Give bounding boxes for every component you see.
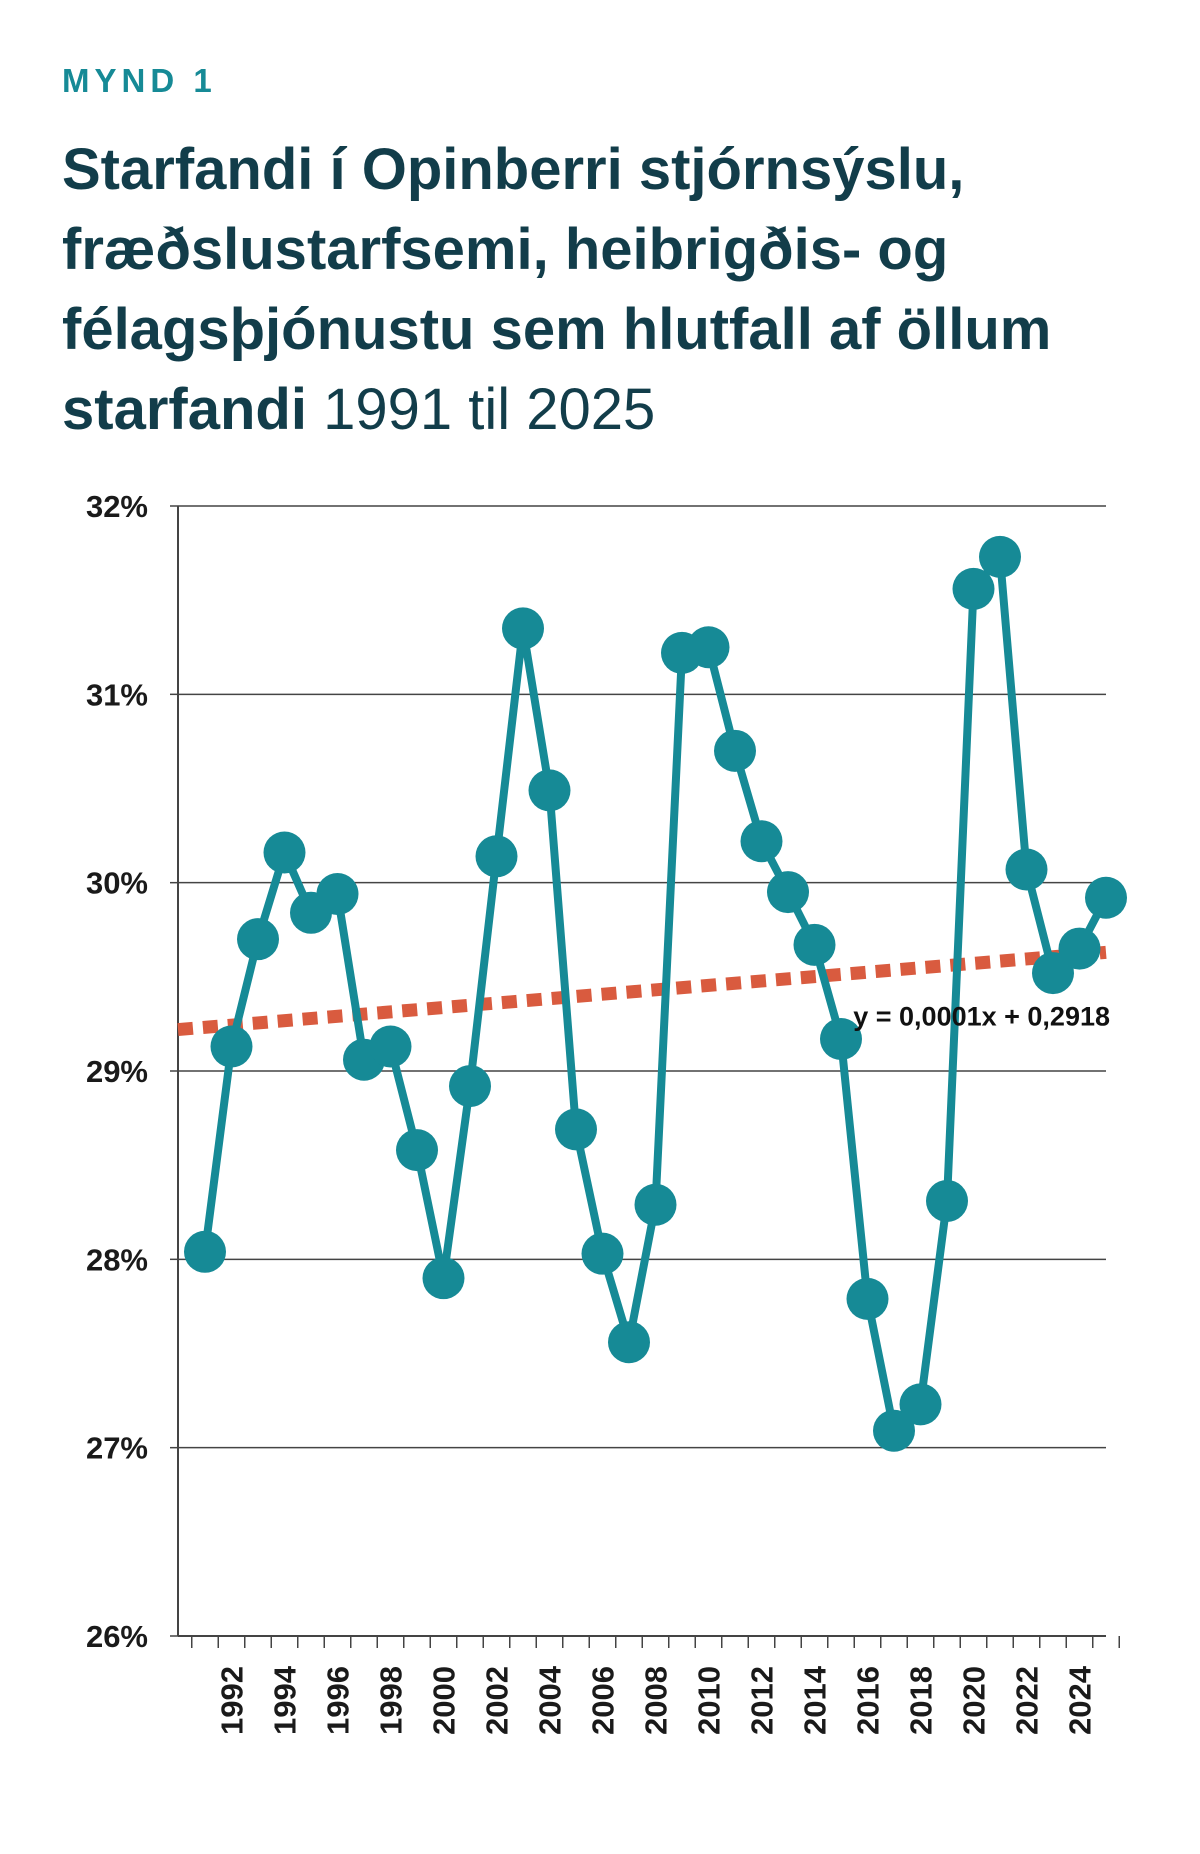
data-point xyxy=(422,1257,465,1300)
x-tick-label: 2004 xyxy=(533,1665,568,1735)
data-point xyxy=(1058,927,1101,970)
data-point xyxy=(687,626,730,669)
x-tick-label: 2024 xyxy=(1063,1665,1098,1735)
data-point xyxy=(369,1025,412,1068)
data-point xyxy=(740,820,783,863)
data-point xyxy=(846,1277,889,1320)
data-point xyxy=(926,1179,968,1222)
y-tick-label: 26% xyxy=(86,1619,148,1654)
series xyxy=(184,535,1127,1452)
data-point xyxy=(237,918,279,961)
data-point xyxy=(555,1108,597,1151)
x-axis: 1992 1994 1996 1998 2000 2002 2004 2006 2008 2010… xyxy=(178,1635,1120,1735)
y-tick-label: 32% xyxy=(86,489,148,524)
y-axis-ticks: 26% 27% 28% 29% 30% 31% 32% xyxy=(86,489,148,1654)
data-point xyxy=(581,1232,624,1275)
trendline-path xyxy=(177,945,1107,1037)
x-tick-label: 2016 xyxy=(851,1666,886,1735)
y-tick-label: 28% xyxy=(86,1242,148,1277)
y-tick-label: 30% xyxy=(86,866,148,901)
x-tick-label: 1998 xyxy=(374,1666,409,1735)
chart-title: Starfandi í Opinberri stjórnsýslu, fræðs… xyxy=(62,130,1162,450)
chart-title-main: Starfandi í Opinberri stjórnsýslu, fræðs… xyxy=(62,137,1052,442)
chart-title-period: 1991 til 2025 xyxy=(323,377,656,442)
data-point xyxy=(979,535,1021,578)
data-point xyxy=(952,567,995,610)
data-point xyxy=(873,1409,915,1452)
figure-kicker: MYND 1 xyxy=(62,62,217,99)
data-point xyxy=(1085,876,1127,919)
x-tick-label: 2018 xyxy=(904,1666,939,1735)
data-point xyxy=(475,835,518,878)
x-tick-label: 2008 xyxy=(639,1666,674,1735)
x-tick-label: 2010 xyxy=(692,1666,727,1735)
x-tick-label: 2020 xyxy=(957,1666,992,1735)
x-tick-label: 1992 xyxy=(215,1666,250,1735)
data-point xyxy=(714,729,756,772)
y-tick-label: 29% xyxy=(86,1054,148,1089)
data-point xyxy=(316,872,359,915)
x-tick-label: 2014 xyxy=(798,1665,833,1735)
data-point xyxy=(263,831,306,874)
trendline-equation: y = 0,0001x + 0,2918 xyxy=(853,1001,1110,1031)
data-point xyxy=(184,1230,226,1273)
x-tick-label: 1994 xyxy=(268,1665,303,1735)
data-point xyxy=(396,1129,438,1172)
data-point xyxy=(502,607,544,650)
data-point xyxy=(528,769,571,812)
x-tick-label: 2006 xyxy=(586,1666,621,1735)
x-tick-label: 2022 xyxy=(1010,1666,1045,1735)
data-point xyxy=(820,1017,862,1060)
x-tick-label: 2000 xyxy=(427,1666,462,1735)
y-tick-label: 31% xyxy=(86,677,148,712)
data-point xyxy=(1032,952,1074,995)
data-point xyxy=(793,923,836,966)
trendline xyxy=(177,945,1107,1037)
data-point xyxy=(634,1183,677,1226)
data-point xyxy=(210,1025,253,1068)
x-tick-label: 2012 xyxy=(745,1666,780,1735)
gridlines xyxy=(170,505,1106,1637)
data-point xyxy=(449,1065,491,1108)
data-point xyxy=(899,1383,942,1426)
data-point xyxy=(767,871,809,914)
y-tick-label: 27% xyxy=(86,1431,148,1466)
data-point xyxy=(608,1321,650,1364)
data-point xyxy=(1005,848,1048,891)
x-tick-label: 1996 xyxy=(321,1666,356,1735)
x-tick-label: 2002 xyxy=(480,1666,515,1735)
